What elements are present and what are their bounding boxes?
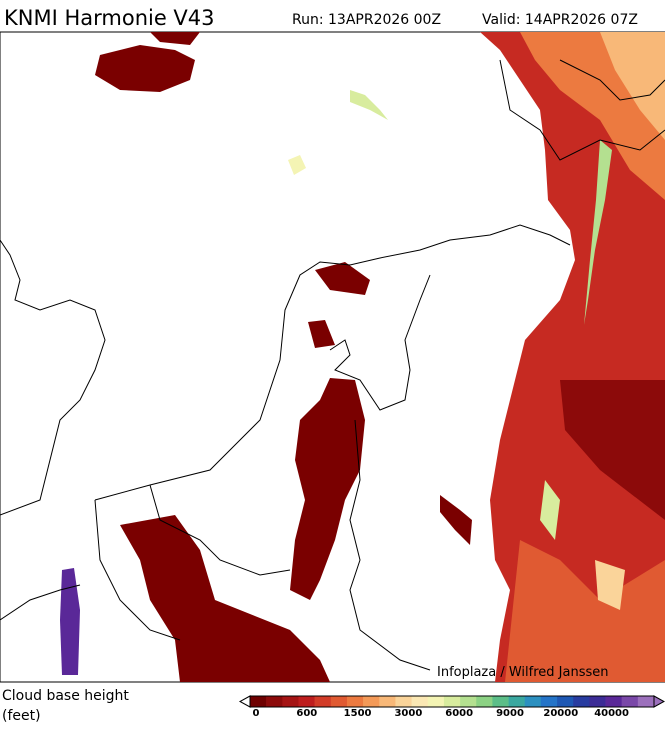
cloud-field xyxy=(315,262,370,295)
coastline xyxy=(0,584,81,621)
cloud-field xyxy=(584,140,612,325)
colorbar: 0 600 1500 3000 6000 9000 20000 40000 xyxy=(238,695,665,719)
cloud-field xyxy=(95,45,195,92)
color-swatch xyxy=(492,696,509,707)
cloud-field xyxy=(290,378,365,600)
color-swatch xyxy=(298,696,315,707)
coastline xyxy=(499,59,665,161)
title: KNMI Harmonie V43 xyxy=(4,6,215,30)
color-swatch xyxy=(637,696,655,707)
color-swatch xyxy=(460,696,477,707)
cloud-field xyxy=(540,480,560,540)
cloud-field xyxy=(505,540,665,682)
border xyxy=(94,499,181,641)
cloud-field xyxy=(350,90,388,120)
color-swatch xyxy=(605,696,622,707)
map xyxy=(0,31,665,683)
color-swatch xyxy=(589,696,606,707)
colorbar-label: 6000 xyxy=(445,708,473,719)
coastline xyxy=(559,59,665,101)
color-swatch xyxy=(427,696,445,707)
color-swatch xyxy=(330,696,348,707)
color-swatch xyxy=(443,696,461,707)
colorbar-label: 20000 xyxy=(543,708,578,719)
cloud-field xyxy=(120,515,330,682)
colorbar-arrow xyxy=(238,695,251,708)
color-swatch xyxy=(282,696,299,707)
color-swatch xyxy=(573,696,590,707)
color-swatch xyxy=(476,696,493,707)
colorbar-label: 3000 xyxy=(394,708,422,719)
colorbar-label: 600 xyxy=(296,708,317,719)
legend-title: Cloud base height xyxy=(2,688,129,704)
color-swatch xyxy=(314,696,332,707)
border xyxy=(149,484,291,576)
cloud-field xyxy=(440,495,472,545)
cloud-field xyxy=(600,32,665,140)
cloud-field xyxy=(60,568,80,675)
colorbar-label: 40000 xyxy=(594,708,629,719)
color-swatch xyxy=(621,696,639,707)
cloud-field xyxy=(288,155,306,175)
color-swatch xyxy=(379,696,396,707)
border xyxy=(349,419,431,671)
colorbar-label: 9000 xyxy=(496,708,524,719)
coastline xyxy=(329,274,431,411)
colorbar-label: 1500 xyxy=(344,708,372,719)
color-swatch xyxy=(395,696,412,707)
color-swatch xyxy=(540,696,558,707)
cloud-field xyxy=(595,560,625,610)
colorbar-label: 0 xyxy=(253,708,260,719)
legend-title: (feet) xyxy=(2,708,41,724)
cloud-field xyxy=(308,320,335,348)
coastline xyxy=(0,239,106,516)
color-swatch xyxy=(557,696,574,707)
valid-time: Valid: 14APR2026 07Z xyxy=(482,12,638,28)
run-time: Run: 13APR2026 00Z xyxy=(292,12,441,28)
color-swatch xyxy=(250,696,267,707)
color-swatch xyxy=(411,696,429,707)
cloud-field xyxy=(560,380,665,520)
color-swatch xyxy=(508,696,526,707)
color-swatch xyxy=(346,696,364,707)
cloud-field xyxy=(480,32,665,682)
colorbar-outline xyxy=(249,695,655,708)
colorbar-arrow xyxy=(653,695,665,708)
color-swatch xyxy=(524,696,542,707)
color-swatch xyxy=(266,696,283,707)
color-swatch xyxy=(363,696,380,707)
cloud-field xyxy=(150,32,200,45)
coastline xyxy=(94,224,571,501)
credit: Infoplaza / Wilfred Janssen xyxy=(437,665,609,680)
